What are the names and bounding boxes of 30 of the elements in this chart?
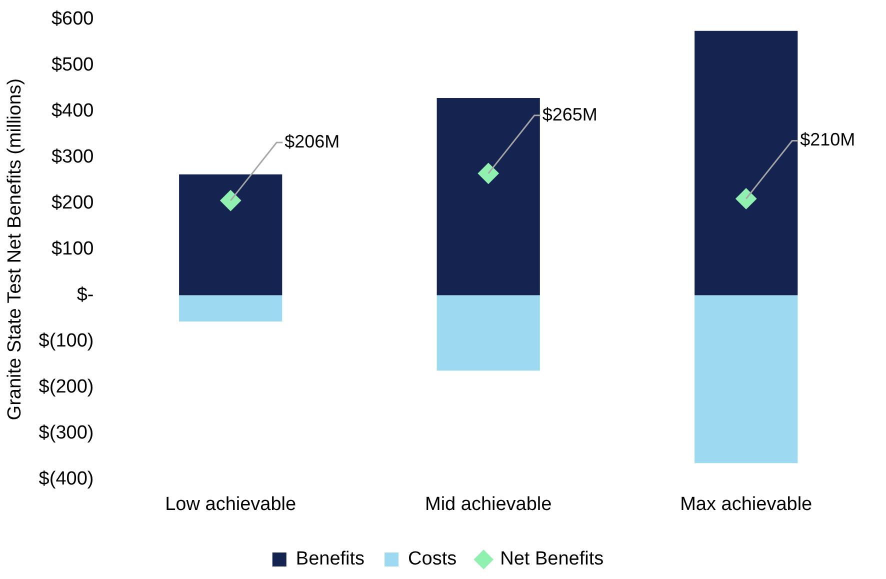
bar <box>436 295 540 371</box>
point <box>478 162 499 184</box>
data-label: $265M <box>542 104 598 124</box>
y-tick-label: $500 <box>51 54 94 76</box>
y-tick-label: $(200) <box>38 376 94 398</box>
x-tick-label: Mid achievable <box>424 494 552 515</box>
y-tick-label: $600 <box>51 8 94 30</box>
y-tick-label: $- <box>76 284 94 306</box>
y-axis-title: Granite State Test Net Benefits (millions) <box>4 78 26 420</box>
legend-label: Costs <box>408 548 457 570</box>
bar <box>694 295 798 464</box>
point <box>736 188 757 210</box>
y-tick-label: $200 <box>51 192 94 214</box>
y-tick-label: $(100) <box>38 330 94 352</box>
point <box>220 190 242 212</box>
y-tick-label: $(300) <box>38 422 94 444</box>
y-tick-label: $100 <box>51 238 94 260</box>
legend-label: Benefits <box>296 548 365 570</box>
x-tick-label: Max achievable <box>680 494 812 515</box>
data-label: $210M <box>800 130 856 150</box>
x-tick-label: Low achievable <box>165 494 296 515</box>
bar <box>694 30 798 296</box>
y-tick-label: $(400) <box>38 468 94 490</box>
bar <box>179 295 282 322</box>
legend-label: Net Benefits <box>500 548 604 570</box>
data-label: $206M <box>284 132 340 152</box>
bar <box>179 174 282 296</box>
y-tick-label: $400 <box>51 100 94 122</box>
y-tick-label: $300 <box>51 146 94 168</box>
bar <box>436 98 540 296</box>
